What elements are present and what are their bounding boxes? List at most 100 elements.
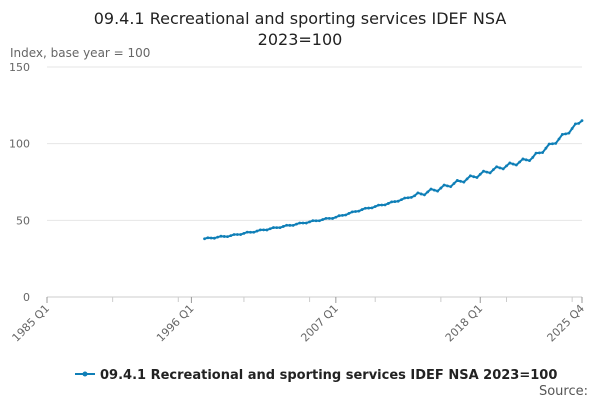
data-point[interactable] [314,219,318,223]
data-point[interactable] [419,192,423,196]
data-point[interactable] [485,170,489,174]
data-point[interactable] [255,229,259,233]
data-point[interactable] [331,217,334,220]
data-point[interactable] [285,223,288,227]
data-point[interactable] [278,226,282,230]
data-point[interactable] [370,206,374,210]
data-point[interactable] [327,217,331,220]
data-point[interactable] [452,182,456,185]
data-point[interactable] [281,225,285,228]
data-point[interactable] [432,188,436,192]
data-point[interactable] [406,196,410,200]
data-point[interactable] [544,146,548,150]
data-point[interactable] [321,218,325,221]
data-point[interactable] [308,220,311,224]
data-point[interactable] [291,223,295,227]
data-point[interactable] [524,158,528,162]
data-point[interactable] [318,219,321,223]
data-point[interactable] [436,189,439,193]
data-point[interactable] [268,227,272,231]
data-point[interactable] [304,221,308,225]
data-point[interactable] [400,198,403,202]
data-point[interactable] [511,162,515,166]
data-point[interactable] [337,214,341,218]
source-label[interactable]: Source: [539,384,588,399]
data-point[interactable] [478,172,482,176]
data-point[interactable] [265,228,269,232]
legend[interactable]: 09.4.1 Recreational and sporting service… [75,368,557,383]
data-point[interactable] [577,121,581,125]
data-point[interactable] [564,132,567,136]
data-point[interactable] [360,208,364,211]
data-point[interactable] [301,221,305,225]
data-point[interactable] [249,230,252,234]
data-point[interactable] [462,180,466,184]
data-point[interactable] [409,195,413,199]
data-point[interactable] [216,235,220,239]
data-point[interactable] [521,157,525,161]
data-point[interactable] [528,159,531,163]
data-point[interactable] [235,233,239,236]
data-point[interactable] [390,200,394,204]
data-point[interactable] [541,151,545,154]
data-point[interactable] [252,230,256,234]
data-point[interactable] [429,187,433,191]
data-point[interactable] [288,223,292,227]
data-point[interactable] [203,237,206,241]
data-point[interactable] [449,185,453,189]
series-line[interactable] [203,119,583,240]
data-point[interactable] [347,212,351,215]
data-point[interactable] [386,202,390,205]
data-point[interactable] [226,235,229,239]
data-point[interactable] [212,236,216,240]
data-point[interactable] [222,235,226,238]
data-point[interactable] [423,193,426,197]
data-point[interactable] [554,141,558,145]
data-point[interactable] [272,226,275,229]
data-point[interactable] [324,216,328,220]
data-point[interactable] [537,151,541,155]
data-point[interactable] [465,177,469,181]
data-point[interactable] [514,163,518,167]
data-point[interactable] [377,203,380,207]
data-point[interactable] [498,166,502,170]
data-point[interactable] [426,190,430,194]
data-point[interactable] [547,142,551,146]
data-point[interactable] [491,168,495,172]
data-point[interactable] [501,167,505,171]
data-point[interactable] [239,233,243,236]
data-point[interactable] [344,213,348,217]
data-point[interactable] [495,165,499,169]
data-point[interactable] [567,131,571,135]
data-point[interactable] [574,122,577,126]
data-point[interactable] [357,209,361,213]
data-point[interactable] [488,171,492,175]
data-point[interactable] [363,206,367,210]
data-point[interactable] [446,184,449,188]
data-point[interactable] [383,203,387,207]
data-point[interactable] [557,137,561,141]
data-point[interactable] [219,234,223,238]
data-point[interactable] [570,127,574,130]
data-point[interactable] [459,179,462,183]
data-point[interactable] [354,210,357,213]
data-point[interactable] [295,222,298,226]
data-point[interactable] [206,236,210,240]
data-point[interactable] [373,205,377,208]
data-point[interactable] [560,133,564,136]
data-point[interactable] [534,151,538,155]
data-point[interactable] [413,194,417,198]
data-point[interactable] [242,231,246,235]
data-point[interactable] [275,226,279,230]
data-point[interactable] [472,175,476,179]
data-point[interactable] [551,142,554,146]
data-point[interactable] [416,191,420,195]
data-point[interactable] [439,186,443,190]
data-point[interactable] [232,233,236,236]
data-point[interactable] [350,210,354,214]
data-point[interactable] [341,213,344,217]
data-point[interactable] [229,234,233,238]
data-point[interactable] [311,219,315,223]
data-point[interactable] [367,206,371,210]
data-point[interactable] [245,230,249,234]
